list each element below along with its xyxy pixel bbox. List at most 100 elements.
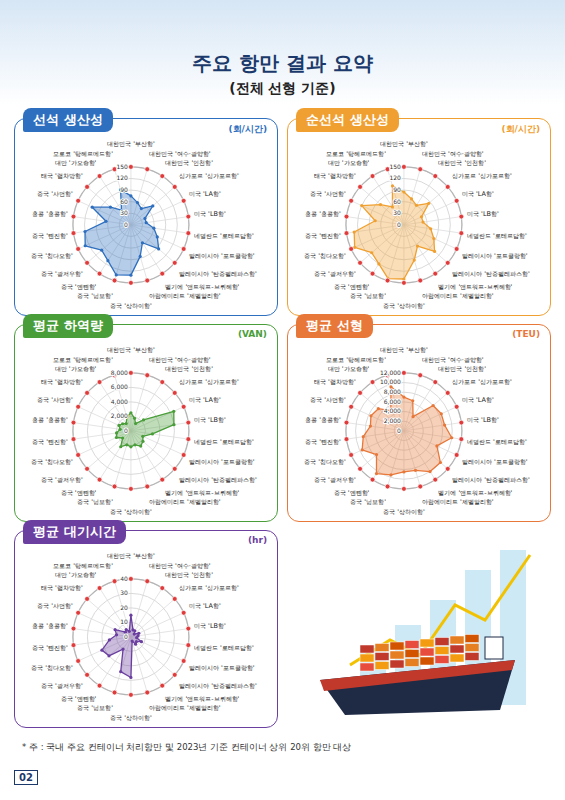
svg-text:중국 '칭다오항': 중국 '칭다오항'	[305, 252, 347, 260]
svg-text:4,000: 4,000	[111, 398, 128, 405]
svg-text:대한민국 '여수·광양항': 대한민국 '여수·광양항'	[149, 150, 211, 158]
svg-text:말레이시아 '포트클랑항': 말레이시아 '포트클랑항'	[462, 252, 528, 260]
svg-text:30: 30	[394, 209, 402, 216]
svg-text:중국 '샤먼항': 중국 '샤먼항'	[38, 602, 74, 610]
svg-text:중국 '옌톈항': 중국 '옌톈항'	[61, 283, 97, 291]
svg-text:8,000: 8,000	[111, 369, 128, 376]
svg-text:중국 '상하이항': 중국 '상하이항'	[383, 302, 425, 310]
svg-text:중국 '톈진항': 중국 '톈진항'	[33, 232, 69, 240]
svg-text:홍콩 '홍콩항': 홍콩 '홍콩항'	[306, 416, 342, 424]
svg-text:대한민국 '인천항': 대한민국 '인천항'	[166, 365, 214, 373]
svg-text:중국 '광저우항': 중국 '광저우항'	[41, 476, 83, 484]
svg-text:중국 '닝보항': 중국 '닝보항'	[78, 704, 114, 712]
svg-text:미국 'LB항': 미국 'LB항'	[194, 210, 226, 218]
svg-text:대한민국 '여수·광양항': 대한민국 '여수·광양항'	[422, 150, 484, 158]
svg-text:150: 150	[390, 163, 402, 170]
svg-text:중국 '광저우항': 중국 '광저우항'	[41, 682, 83, 690]
svg-text:30: 30	[121, 589, 129, 596]
svg-text:30: 30	[121, 209, 129, 216]
svg-text:싱가포르 '싱가포르항': 싱가포르 '싱가포르항'	[180, 172, 240, 180]
svg-text:10: 10	[121, 618, 129, 625]
svg-text:120: 120	[117, 174, 129, 181]
svg-text:말레이시아 '탄중펠레파스항': 말레이시아 '탄중펠레파스항'	[180, 682, 258, 690]
svg-text:홍콩 '홍콩항': 홍콩 '홍콩항'	[306, 210, 342, 218]
svg-text:아랍에미리트 '제벨알리항': 아랍에미리트 '제벨알리항'	[149, 498, 221, 506]
svg-text:중국 '칭다오항': 중국 '칭다오항'	[32, 252, 74, 260]
svg-text:중국 '옌톈항': 중국 '옌톈항'	[334, 283, 370, 291]
svg-text:중국 '톈진항': 중국 '톈진항'	[306, 438, 342, 446]
svg-text:대만 '가오슝항': 대만 '가오슝항'	[55, 571, 97, 579]
svg-text:네덜란드 '로테르담항': 네덜란드 '로테르담항'	[194, 232, 254, 240]
svg-text:0: 0	[124, 427, 128, 434]
svg-text:모로코 '탕헤르메드항': 모로코 '탕헤르메드항'	[327, 356, 387, 364]
svg-text:중국 '닝보항': 중국 '닝보항'	[351, 292, 387, 300]
svg-text:2,000: 2,000	[384, 417, 401, 424]
svg-text:150: 150	[117, 163, 129, 170]
svg-text:중국 '상하이항': 중국 '상하이항'	[383, 508, 425, 516]
svg-text:태국 '램차방항': 태국 '램차방항'	[41, 584, 83, 592]
svg-text:대만 '가오슝항': 대만 '가오슝항'	[55, 159, 97, 167]
svg-text:모로코 '탕헤르메드항': 모로코 '탕헤르메드항'	[327, 150, 387, 158]
svg-text:중국 '칭다오항': 중국 '칭다오항'	[32, 664, 74, 672]
svg-text:중국 '상하이항': 중국 '상하이항'	[110, 714, 152, 722]
svg-text:홍콩 '홍콩항': 홍콩 '홍콩항'	[33, 416, 69, 424]
svg-text:90: 90	[394, 186, 402, 193]
svg-text:6,000: 6,000	[384, 398, 401, 405]
svg-text:중국 '칭다오항': 중국 '칭다오항'	[305, 458, 347, 466]
svg-text:미국 'LA항': 미국 'LA항'	[462, 190, 494, 198]
svg-text:0: 0	[397, 221, 401, 228]
svg-text:대한민국 '부산항': 대한민국 '부산항'	[380, 346, 428, 354]
svg-text:0: 0	[124, 221, 128, 228]
svg-text:대한민국 '부산항': 대한민국 '부산항'	[107, 140, 155, 148]
svg-text:12,000: 12,000	[380, 369, 401, 376]
svg-text:10,000: 10,000	[380, 378, 401, 385]
svg-text:4,000: 4,000	[384, 407, 401, 414]
svg-text:60: 60	[394, 198, 402, 205]
svg-text:6,000: 6,000	[111, 383, 128, 390]
svg-text:네덜란드 '로테르담항': 네덜란드 '로테르담항'	[194, 438, 254, 446]
svg-text:모로코 '탕헤르메드항': 모로코 '탕헤르메드항'	[54, 562, 114, 570]
svg-text:대만 '가오슝항': 대만 '가오슝항'	[328, 159, 370, 167]
svg-text:네덜란드 '로테르담항': 네덜란드 '로테르담항'	[467, 438, 527, 446]
svg-text:대만 '가오슝항': 대만 '가오슝항'	[328, 365, 370, 373]
svg-text:중국 '광저우항': 중국 '광저우항'	[41, 270, 83, 278]
svg-text:태국 '램차방항': 태국 '램차방항'	[41, 378, 83, 386]
svg-text:120: 120	[390, 174, 402, 181]
svg-text:60: 60	[121, 198, 129, 205]
svg-text:벨기에 '앤트워프-브뤼헤항': 벨기에 '앤트워프-브뤼헤항'	[166, 283, 240, 291]
svg-text:90: 90	[121, 186, 129, 193]
svg-text:중국 '상하이항': 중국 '상하이항'	[110, 302, 152, 310]
svg-text:아랍에미리트 '제벨알리항': 아랍에미리트 '제벨알리항'	[422, 498, 494, 506]
svg-text:대한민국 '여수·광양항': 대한민국 '여수·광양항'	[149, 356, 211, 364]
svg-text:말레이시아 '포트클랑항': 말레이시아 '포트클랑항'	[189, 252, 255, 260]
svg-text:미국 'LB항': 미국 'LB항'	[194, 416, 226, 424]
svg-text:2,000: 2,000	[111, 412, 128, 419]
svg-text:중국 '샤먼항': 중국 '샤먼항'	[38, 190, 74, 198]
svg-text:말레이시아 '포트클랑항': 말레이시아 '포트클랑항'	[462, 458, 528, 466]
svg-text:중국 '샤먼항': 중국 '샤먼항'	[311, 396, 347, 404]
svg-text:미국 'LA항': 미국 'LA항'	[462, 396, 494, 404]
svg-text:미국 'LB항': 미국 'LB항'	[467, 210, 499, 218]
svg-text:미국 'LA항': 미국 'LA항'	[189, 602, 221, 610]
svg-text:0: 0	[397, 427, 401, 434]
svg-text:벨기에 '앤트워프-브뤼헤항': 벨기에 '앤트워프-브뤼헤항'	[166, 489, 240, 497]
svg-text:중국 '옌톈항': 중국 '옌톈항'	[61, 695, 97, 703]
svg-text:중국 '닝보항': 중국 '닝보항'	[78, 292, 114, 300]
svg-text:홍콩 '홍콩항': 홍콩 '홍콩항'	[33, 210, 69, 218]
svg-text:아랍에미리트 '제벨알리항': 아랍에미리트 '제벨알리항'	[422, 292, 494, 300]
svg-text:중국 '광저우항': 중국 '광저우항'	[314, 270, 356, 278]
svg-text:중국 '칭다오항': 중국 '칭다오항'	[32, 458, 74, 466]
svg-text:중국 '광저우항': 중국 '광저우항'	[314, 476, 356, 484]
svg-text:네덜란드 '로테르담항': 네덜란드 '로테르담항'	[194, 644, 254, 652]
svg-text:중국 '상하이항': 중국 '상하이항'	[110, 508, 152, 516]
svg-text:모로코 '탕헤르메드항': 모로코 '탕헤르메드항'	[54, 356, 114, 364]
svg-text:벨기에 '앤트워프-브뤼헤항': 벨기에 '앤트워프-브뤼헤항'	[166, 695, 240, 703]
svg-text:중국 '샤먼항': 중국 '샤먼항'	[38, 396, 74, 404]
svg-text:말레이시아 '탄중펠레파스항': 말레이시아 '탄중펠레파스항'	[180, 476, 258, 484]
svg-text:미국 'LB항': 미국 'LB항'	[467, 416, 499, 424]
svg-text:싱가포르 '싱가포르항': 싱가포르 '싱가포르항'	[180, 584, 240, 592]
svg-text:중국 '닝보항': 중국 '닝보항'	[351, 498, 387, 506]
svg-text:대한민국 '인천항': 대한민국 '인천항'	[166, 571, 214, 579]
svg-text:미국 'LB항': 미국 'LB항'	[194, 622, 226, 630]
svg-text:모로코 '탕헤르메드항': 모로코 '탕헤르메드항'	[54, 150, 114, 158]
